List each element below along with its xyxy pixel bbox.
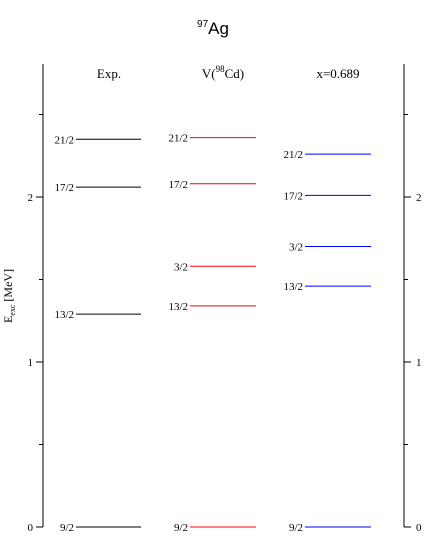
level-label: 21/2 xyxy=(168,133,188,145)
level-columns: Exp. 9/2 13/2 17/2 21/2 V(98Cd) 9/2 13/2 3/2 17/2… xyxy=(54,64,371,534)
y-tick-label-left: 0 xyxy=(28,522,34,534)
axis-ticks: 0 0 1 1 2 2 xyxy=(28,114,422,534)
y-axis-label-unit: [MeV] xyxy=(1,269,15,305)
y-tick-label-right: 0 xyxy=(416,522,422,534)
level-label: 9/2 xyxy=(60,522,74,534)
y-axis-label-main: E xyxy=(1,316,15,323)
level-label: 21/2 xyxy=(54,134,74,146)
level-label: 9/2 xyxy=(289,522,303,534)
column-heading: Exp. xyxy=(97,66,121,81)
level-label: 17/2 xyxy=(283,190,303,202)
level-label: 9/2 xyxy=(174,522,188,534)
y-tick-label-left: 2 xyxy=(28,192,34,204)
y-tick-label-right: 2 xyxy=(416,192,422,204)
title-mass-number: 97 xyxy=(197,19,209,30)
level-column-2: V(98Cd) 9/2 13/2 3/2 17/2 21/2 xyxy=(168,64,256,534)
level-label: 13/2 xyxy=(168,301,188,313)
level-label: 17/2 xyxy=(168,179,188,191)
y-tick-label-left: 1 xyxy=(28,357,34,369)
chart-title: 97Ag xyxy=(197,19,229,38)
level-column-1: Exp. 9/2 13/2 17/2 21/2 xyxy=(54,66,141,534)
level-label: 13/2 xyxy=(283,281,303,293)
y-axis-label: Eexc [MeV] xyxy=(1,269,17,323)
column-heading: V(98Cd) xyxy=(202,64,244,81)
level-label: 13/2 xyxy=(54,309,74,321)
title-element: Ag xyxy=(208,19,229,38)
y-tick-label-right: 1 xyxy=(416,357,422,369)
level-label: 17/2 xyxy=(54,182,74,194)
level-label: 3/2 xyxy=(289,242,303,254)
level-label: 21/2 xyxy=(283,149,303,161)
y-axis-label-subscript: exc xyxy=(8,304,17,316)
level-column-3: x=0.689 9/2 13/2 3/2 17/2 21/2 xyxy=(283,66,371,534)
level-label: 3/2 xyxy=(174,261,188,273)
column-heading: x=0.689 xyxy=(316,66,359,81)
